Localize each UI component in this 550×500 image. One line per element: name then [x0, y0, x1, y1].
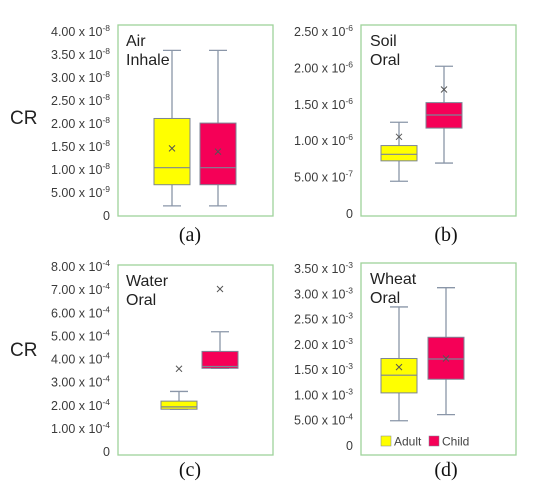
y-tick-label: 0 [103, 445, 110, 459]
y-tick-label: 3.00 x 10-3 [294, 285, 353, 301]
y-tick-label: 3.00 x 10-8 [51, 69, 110, 85]
mean-marker [442, 355, 450, 362]
y-tick-label: 2.00 x 10-4 [51, 397, 110, 413]
y-tick-label: 4.00 x 10-4 [51, 351, 110, 367]
mean-marker [440, 86, 448, 93]
y-tick-label: 2.00 x 10-6 [294, 59, 353, 75]
box-child [199, 49, 237, 207]
legend: Adult Child [380, 435, 469, 449]
y-tick-label: 5.00 x 10-9 [51, 184, 110, 200]
mean-marker [395, 133, 403, 141]
panel-label: (a) [179, 224, 201, 246]
y-tick-label: 5.00 x 10-4 [51, 327, 110, 343]
y-tick-label: 1.00 x 10-4 [51, 420, 110, 436]
y-tick-label: 1.00 x 10-6 [294, 132, 353, 148]
y-tick-label: 0 [103, 209, 110, 223]
mean-marker [175, 365, 183, 373]
y-tick-label: 0 [346, 439, 353, 453]
legend-swatch-adult [380, 435, 392, 447]
box-adult [380, 121, 418, 182]
panel-title: Soil Oral [370, 33, 400, 69]
y-tick-label: 1.50 x 10-3 [294, 361, 353, 377]
y-tick-label: 7.00 x 10-4 [51, 281, 110, 297]
panel-label: (d) [434, 459, 457, 481]
legend-label-child: Child [442, 435, 469, 449]
panel-label: (b) [434, 224, 457, 246]
box-child [427, 287, 465, 416]
box-adult [160, 365, 198, 410]
legend-label-adult: Adult [394, 435, 422, 449]
mean-marker [216, 285, 224, 293]
iqr-box [153, 117, 191, 186]
panel-label: (c) [179, 459, 201, 481]
panel-title: Wheat Oral [370, 271, 417, 307]
legend-swatch-child [428, 435, 440, 447]
panel-1: 2.50 x 10-6 2.00 x 10-6 1.50 x 10-6 1.00 x … [294, 23, 517, 246]
y-tick-label: 1.50 x 10-6 [294, 96, 353, 112]
y-tick-label: 2.50 x 10-8 [51, 92, 110, 108]
y-tick-label: 3.50 x 10-8 [51, 46, 110, 62]
y-tick-label: 1.00 x 10-3 [294, 386, 353, 402]
y-tick-label: 1.00 x 10-8 [51, 161, 110, 177]
iqr-box [199, 122, 237, 186]
plot-frame [360, 24, 517, 217]
y-tick-label: 4.00 x 10-8 [51, 23, 110, 39]
y-tick-label: 2.00 x 10-8 [51, 115, 110, 131]
panel-2: 8.00 x 10-4 7.00 x 10-4 6.00 x 10-4 5.00 x … [51, 258, 274, 481]
box-adult [380, 306, 418, 422]
y-tick-label: 2.50 x 10-6 [294, 23, 353, 39]
box-child [201, 285, 239, 369]
panel-0: 4.00 x 10-8 3.50 x 10-8 3.00 x 10-8 2.50 x … [51, 23, 274, 246]
y-tick-label: 6.00 x 10-4 [51, 304, 110, 320]
mean-marker [395, 363, 403, 371]
iqr-box [160, 400, 198, 410]
panel-3: 3.50 x 10-3 3.00 x 10-3 2.50 x 10-3 2.00 x … [294, 260, 517, 481]
iqr-box [380, 145, 418, 162]
plot-frame [117, 24, 274, 217]
panels: 4.00 x 10-8 3.50 x 10-8 3.00 x 10-8 2.50 x … [51, 23, 517, 481]
y-tick-label: 3.50 x 10-3 [294, 260, 353, 276]
iqr-box [201, 350, 239, 369]
y-axis-label-top: CR [10, 108, 37, 129]
y-tick-label: 1.50 x 10-8 [51, 138, 110, 154]
plot-frame [360, 262, 517, 456]
mean-marker [168, 145, 176, 152]
box-child [425, 65, 463, 164]
box-adult [153, 49, 191, 207]
panel-title: Water Oral [126, 273, 169, 309]
y-tick-label: 2.00 x 10-3 [294, 336, 353, 352]
y-axis-label-bottom: CR [10, 340, 37, 361]
y-tick-label: 5.00 x 10-7 [294, 169, 353, 185]
y-tick-label: 0 [346, 207, 353, 221]
y-tick-label: 2.50 x 10-3 [294, 311, 353, 327]
y-tick-label: 8.00 x 10-4 [51, 258, 110, 274]
mean-marker [214, 148, 222, 155]
y-tick-label: 5.00 x 10-4 [294, 412, 353, 428]
panel-title: Air Inhale [126, 33, 170, 69]
plot-frame [117, 264, 274, 456]
y-tick-label: 3.00 x 10-4 [51, 374, 110, 390]
